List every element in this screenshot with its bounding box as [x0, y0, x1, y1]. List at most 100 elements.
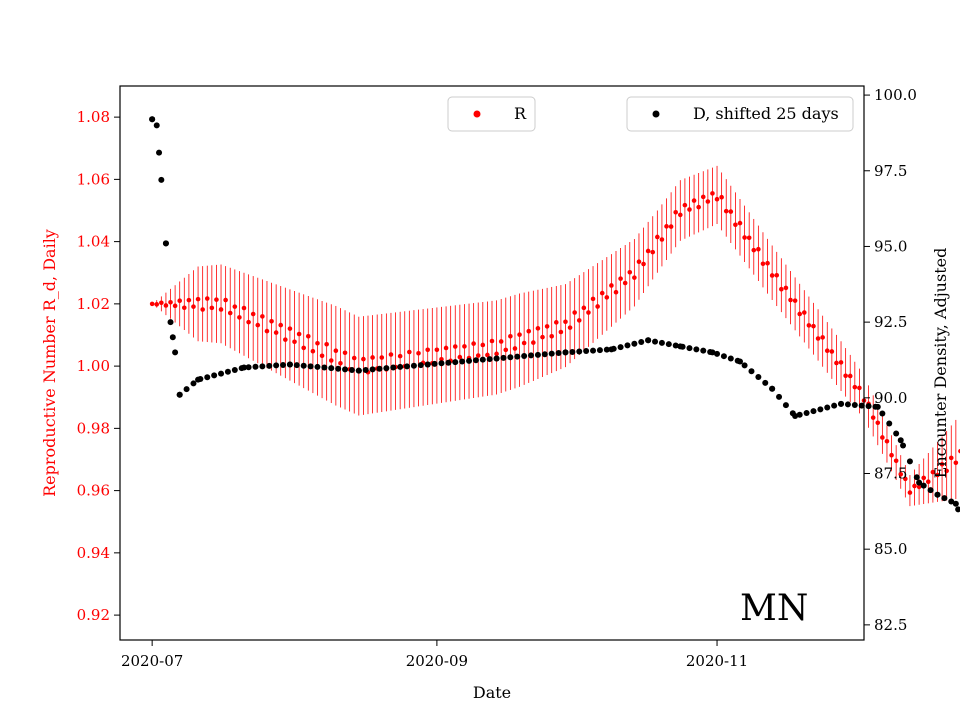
d-point — [792, 412, 799, 419]
r-point — [209, 305, 215, 311]
r-point — [388, 352, 394, 357]
d-point — [452, 359, 459, 366]
legend-d-label: D, shifted 25 days — [693, 104, 839, 123]
tick-label: 1.06 — [77, 170, 110, 188]
d-point — [624, 342, 631, 349]
d-point — [886, 420, 893, 427]
d-point — [677, 343, 684, 350]
d-point — [893, 430, 900, 437]
d-point — [608, 346, 615, 353]
r-point — [149, 301, 155, 307]
d-point — [838, 400, 845, 407]
r-point — [857, 385, 862, 391]
r-point — [760, 261, 766, 267]
d-point — [204, 374, 211, 381]
r-point — [181, 305, 187, 311]
d-point — [211, 372, 218, 379]
r-point — [632, 275, 637, 280]
d-point — [158, 176, 165, 183]
r-point — [847, 373, 853, 379]
r-point — [315, 340, 320, 346]
d-point — [652, 338, 659, 345]
r-point — [677, 212, 683, 218]
legend-r: R — [447, 96, 536, 132]
d-point — [727, 355, 734, 362]
d-point — [576, 348, 583, 355]
r-point — [824, 348, 830, 354]
r-point — [650, 249, 656, 255]
d-point — [342, 366, 349, 373]
d-point — [348, 366, 355, 373]
r-point — [351, 355, 357, 361]
x-axis-ticks: 2020-072020-092020-112021-012021-032021-… — [121, 640, 748, 670]
r-point — [328, 358, 334, 363]
r-point — [278, 322, 284, 328]
d-point — [383, 365, 390, 372]
r-point — [397, 353, 403, 359]
r-point — [604, 295, 610, 300]
d-point — [769, 385, 776, 392]
d-point — [844, 401, 851, 408]
panel-label: MN — [740, 588, 808, 629]
d-point — [955, 506, 960, 513]
r-point — [319, 353, 325, 359]
tick-label: 1.00 — [77, 357, 110, 375]
d-point — [514, 353, 521, 360]
r-point — [599, 290, 605, 296]
d-point — [231, 366, 238, 373]
d-point — [149, 116, 156, 123]
r-point — [283, 337, 288, 342]
d-point — [321, 364, 328, 371]
r-point — [811, 323, 816, 329]
d-point — [472, 357, 479, 364]
r-point — [700, 194, 706, 200]
d-point — [479, 356, 486, 363]
tick-label: 0.92 — [77, 606, 110, 624]
tick-label: 82.5 — [874, 616, 907, 634]
r-point — [204, 296, 210, 301]
r-point — [457, 354, 463, 360]
r-point — [485, 352, 490, 358]
d-point — [167, 319, 174, 326]
r-point — [269, 318, 274, 324]
d-point — [286, 361, 293, 368]
d-point — [916, 479, 923, 486]
d-point — [445, 359, 452, 366]
r-point — [696, 204, 701, 210]
r-point — [746, 235, 752, 241]
r-point — [462, 344, 467, 349]
d-point — [927, 487, 934, 494]
tick-label: 97.5 — [874, 162, 907, 180]
d-point — [831, 402, 838, 409]
r-point — [333, 348, 339, 354]
d-point — [459, 358, 466, 365]
d-point — [714, 350, 721, 357]
r-point — [232, 304, 238, 309]
d-point — [307, 363, 314, 370]
d-point — [245, 364, 252, 371]
d-point — [417, 362, 424, 369]
d-point — [156, 149, 163, 156]
d-point — [906, 458, 913, 465]
d-point — [404, 363, 411, 370]
r-point — [250, 311, 256, 317]
r-point — [723, 208, 729, 214]
r-point — [301, 345, 307, 351]
tick-label: 2020-07 — [121, 652, 183, 670]
r-point — [645, 248, 651, 254]
d-point — [851, 402, 858, 409]
d-point — [410, 362, 417, 369]
d-point — [266, 362, 273, 369]
r-point — [953, 460, 959, 466]
r-point — [342, 350, 348, 356]
r-point — [439, 356, 444, 362]
r-point — [324, 341, 329, 347]
d-point — [390, 364, 397, 371]
r-point — [783, 285, 789, 291]
left-y-axis-ticks: 0.92 0.94 0.96 0.98 1.00 1.02 1.04 1.06 1.08 — [77, 108, 120, 624]
legend-d: D, shifted 25 days — [626, 96, 854, 132]
r-point — [586, 310, 591, 315]
r-point — [705, 199, 711, 204]
d-point — [224, 368, 231, 375]
d-point — [941, 495, 948, 502]
